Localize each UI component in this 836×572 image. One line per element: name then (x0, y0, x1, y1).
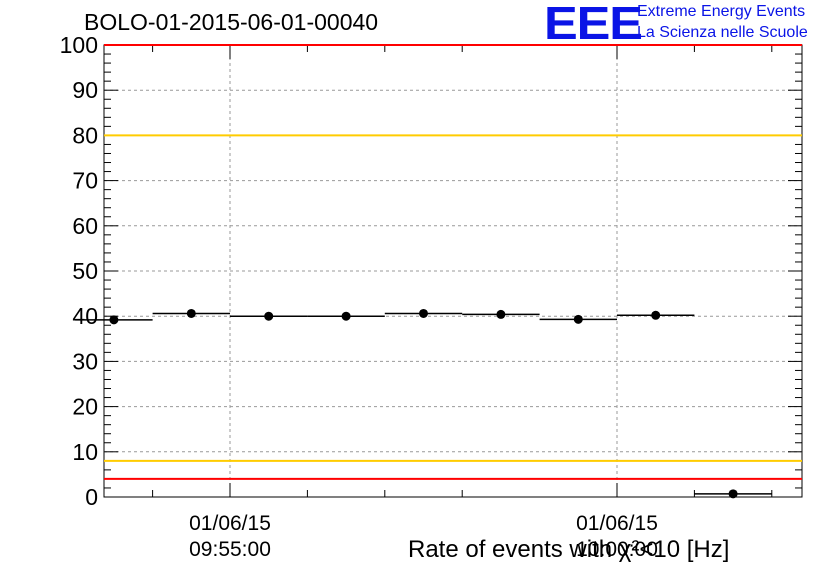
data-point (728, 489, 738, 499)
y-tick-label: 30 (72, 348, 98, 374)
y-tick-label: 90 (72, 77, 98, 103)
data-point (264, 311, 274, 321)
y-tick-label: 50 (72, 258, 98, 284)
x-tick-date-label: 01/06/15 (576, 512, 658, 535)
data-point (573, 314, 583, 324)
x-tick-date-label: 01/06/15 (189, 512, 271, 535)
logo-subtitle-line2: La Scienza nelle Scuole (637, 24, 808, 41)
x-tick-time-label: 09:55:00 (189, 538, 271, 561)
y-tick-label: 100 (60, 32, 98, 58)
data-point (496, 309, 506, 319)
y-tick-label: 0 (85, 484, 98, 510)
x-axis-title: Rate of events with χ²<10 [Hz] (408, 536, 730, 563)
y-tick-label: 40 (72, 303, 98, 329)
y-tick-label: 20 (72, 394, 98, 420)
run-title: BOLO-01-2015-06-01-00040 (84, 9, 379, 35)
data-point (186, 308, 196, 318)
y-tick-label: 80 (72, 122, 98, 148)
eee-logo: EEE (544, 0, 643, 49)
logo-subtitle-line1: Extreme Energy Events (637, 3, 806, 20)
data-point (109, 315, 119, 325)
y-tick-label: 70 (72, 168, 98, 194)
data-point (419, 308, 428, 318)
y-tick-label: 60 (72, 213, 98, 239)
y-tick-label: 10 (72, 439, 98, 465)
data-point (341, 311, 351, 321)
data-point (651, 310, 661, 320)
x-tick-time-label: 10:00:00 (576, 538, 658, 561)
